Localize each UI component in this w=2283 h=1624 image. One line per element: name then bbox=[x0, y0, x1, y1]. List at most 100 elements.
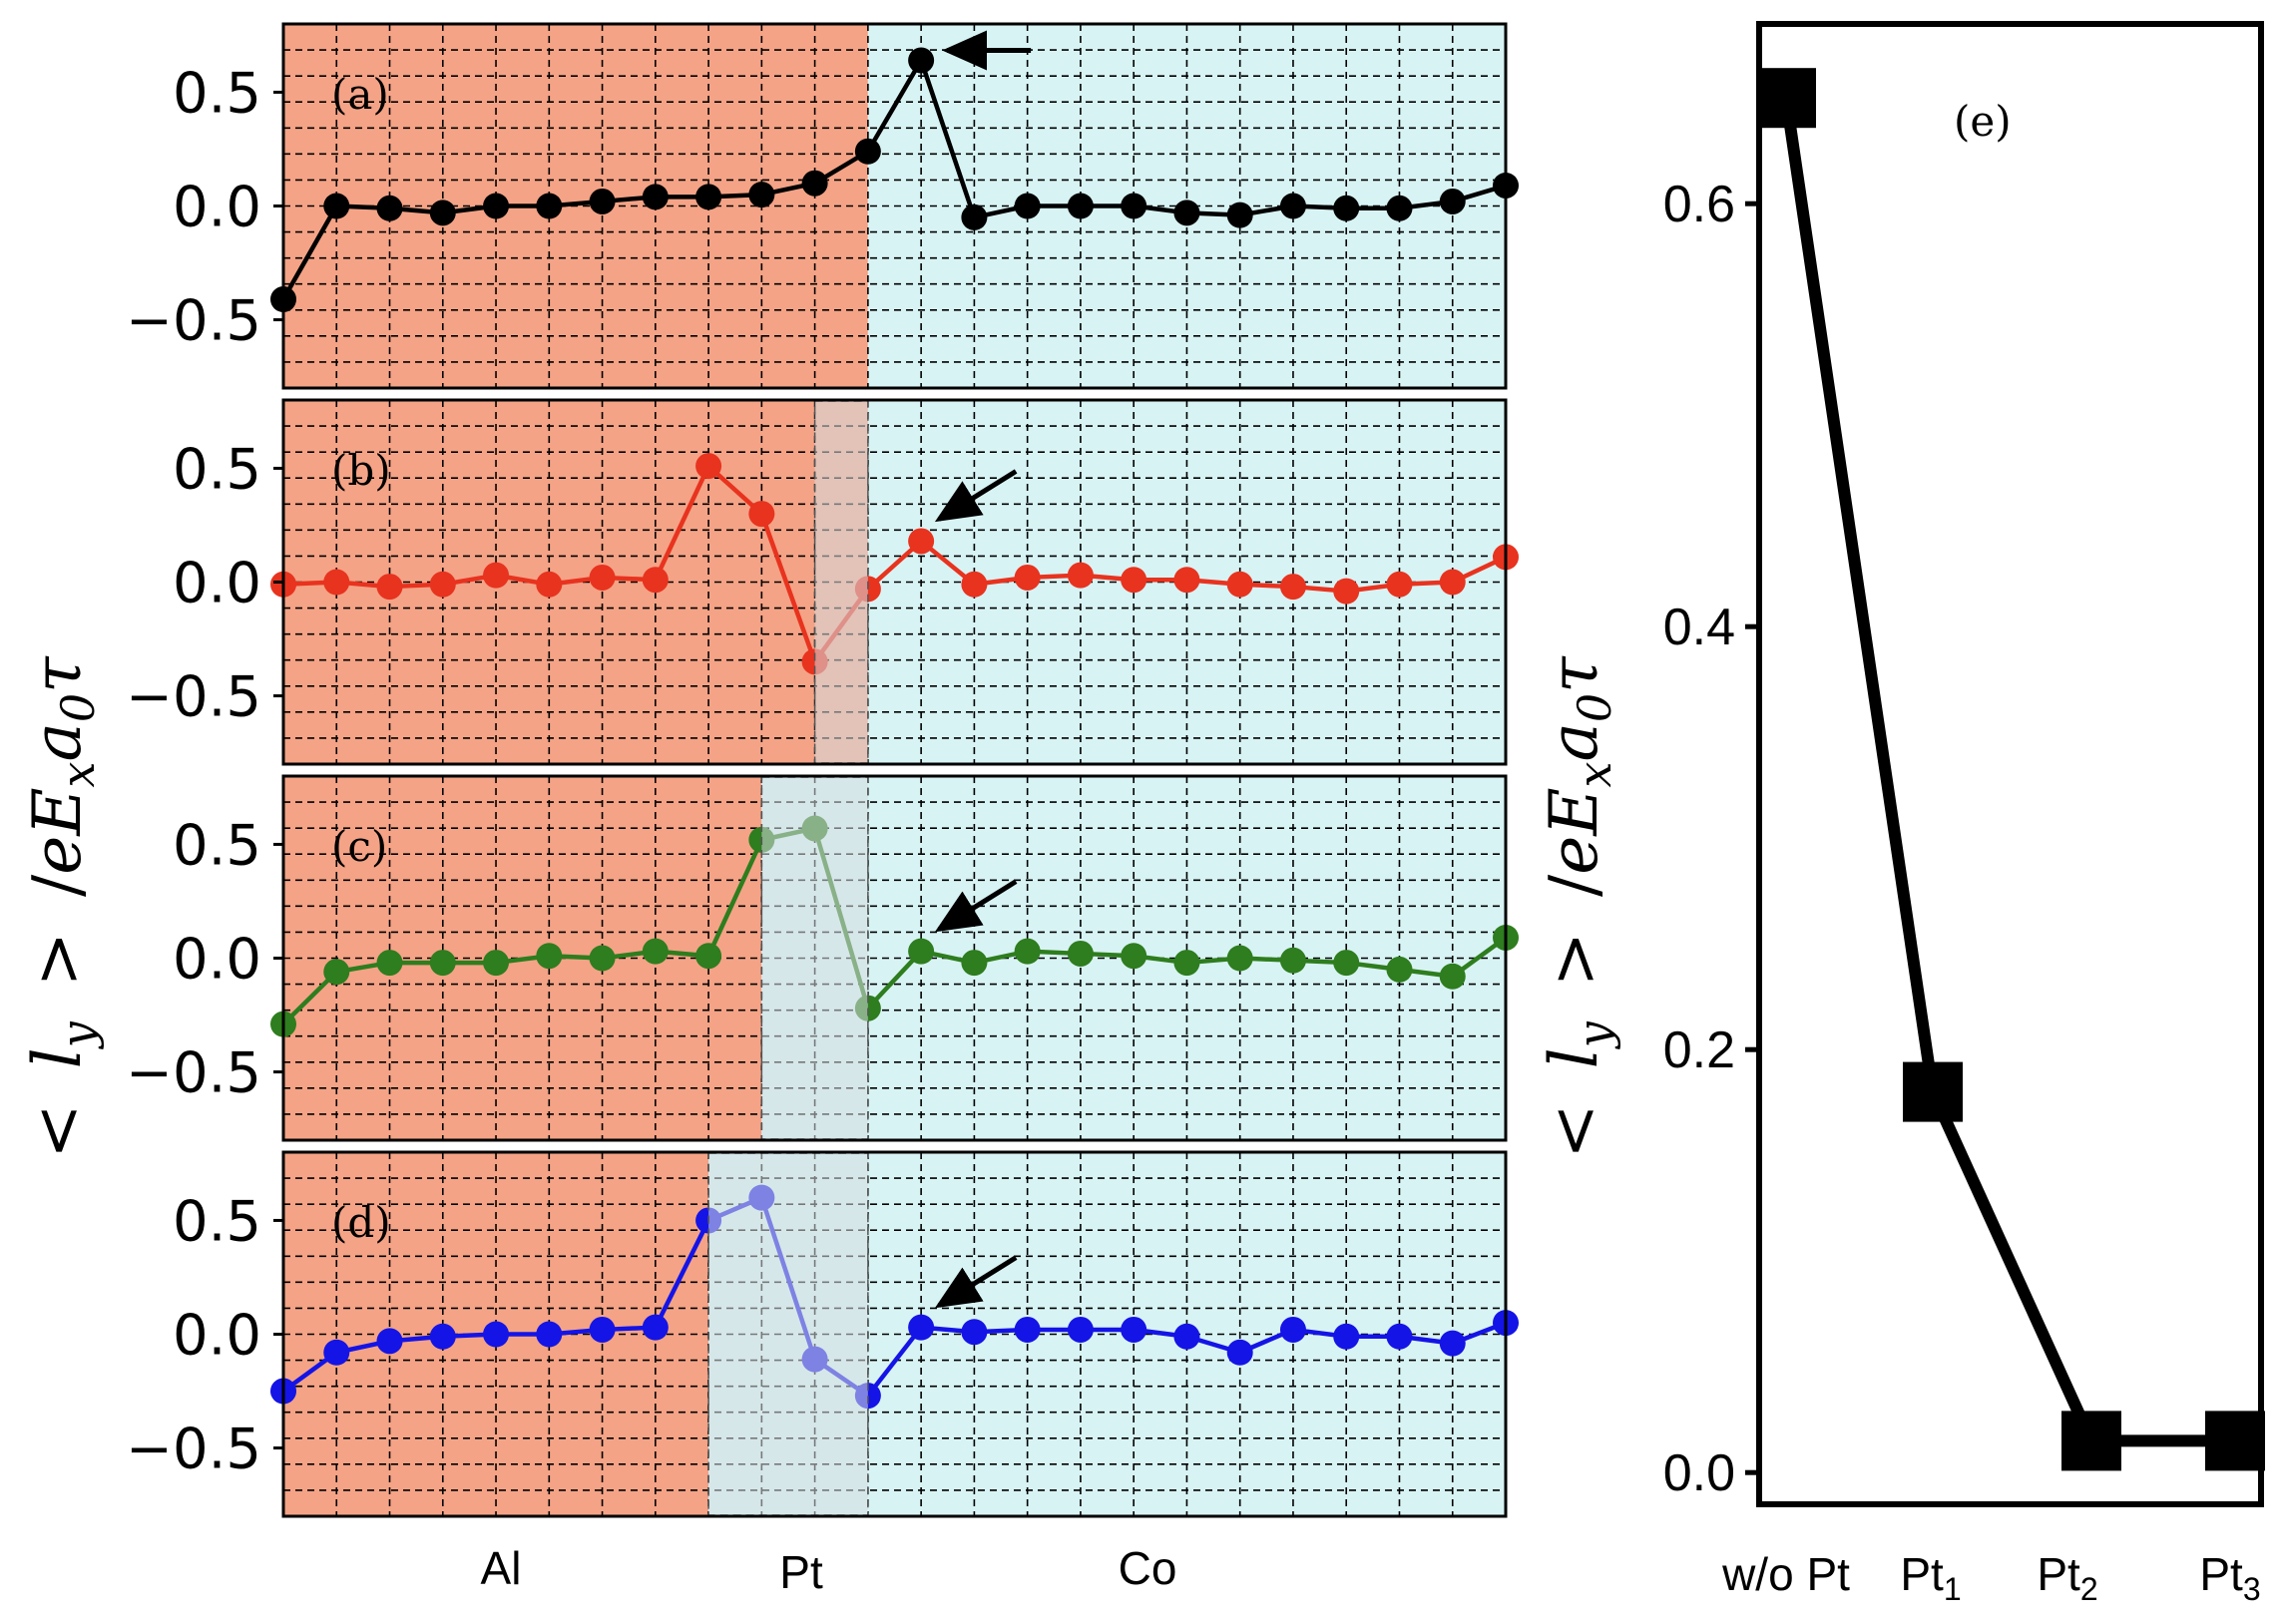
data-point bbox=[1226, 945, 1253, 972]
data-point bbox=[1386, 1323, 1413, 1350]
data-point bbox=[1014, 564, 1041, 591]
data-point-e bbox=[1903, 1061, 1963, 1122]
data-point bbox=[429, 950, 456, 977]
e-xtick-1-base: Pt bbox=[1900, 1548, 1944, 1600]
data-point bbox=[1279, 947, 1306, 974]
svg-text:< ly > /eExa: < ly > /eExa0τ bbox=[19, 655, 110, 1159]
data-point bbox=[429, 1323, 456, 1350]
data-point bbox=[1439, 569, 1466, 596]
ylabel-E: E bbox=[19, 787, 96, 836]
panels-abcd: 0.50.0−0.5(a)0.50.0−0.5(b)0.50.0−0.5(c)0… bbox=[126, 22, 1519, 1518]
data-point bbox=[1439, 1330, 1466, 1357]
data-point bbox=[961, 950, 988, 977]
data-point bbox=[1333, 578, 1360, 605]
ylabel-e-gt: > bbox=[1536, 932, 1612, 987]
e-xtick-2-base: Pt bbox=[2037, 1548, 2080, 1600]
data-point-e bbox=[1756, 68, 1816, 129]
pt-region bbox=[760, 776, 869, 1140]
data-point bbox=[1173, 200, 1200, 226]
ylabel-slash: / bbox=[19, 874, 96, 897]
data-point bbox=[483, 193, 510, 219]
panel-c: 0.5 0.0 −0.5 (c) bbox=[126, 774, 1519, 1142]
data-point bbox=[323, 569, 350, 596]
data-point bbox=[1121, 193, 1147, 219]
data-point bbox=[1386, 571, 1413, 598]
ytick-label: 0.5 bbox=[173, 61, 261, 126]
data-point bbox=[1173, 567, 1200, 594]
data-point bbox=[908, 528, 935, 555]
data-point bbox=[483, 1321, 510, 1348]
arrow-annotation bbox=[934, 469, 1018, 523]
ytick-label: 0.5 bbox=[173, 1189, 261, 1254]
data-point bbox=[801, 170, 828, 197]
panel-d: 0.5 0.0 −0.5 (d) bbox=[126, 1150, 1519, 1518]
data-point bbox=[1226, 1339, 1253, 1366]
data-point bbox=[1014, 1316, 1041, 1343]
data-point bbox=[323, 193, 350, 219]
ylabel-e-sub-0: 0 bbox=[1568, 693, 1621, 722]
ytick-label: 0.5 bbox=[173, 813, 261, 878]
ytick-label: −0.5 bbox=[126, 1041, 261, 1106]
ytick-label-e: 0.6 bbox=[1663, 176, 1735, 233]
ytick-label: 0.5 bbox=[173, 437, 261, 502]
data-point bbox=[1386, 195, 1413, 221]
data-point bbox=[748, 182, 775, 208]
data-point bbox=[961, 1319, 988, 1346]
region-label-co: Co bbox=[1119, 1542, 1177, 1594]
ylabel-e-lt: < bbox=[1536, 1103, 1612, 1158]
pt-region bbox=[707, 1152, 869, 1516]
data-point bbox=[695, 453, 722, 480]
data-point-e bbox=[2061, 1411, 2121, 1471]
data-point bbox=[1121, 943, 1147, 970]
panel-label: (c) bbox=[331, 822, 387, 871]
ylabel-e-tau: τ bbox=[1536, 655, 1612, 693]
ylabel-e-E: E bbox=[1536, 787, 1612, 836]
data-point bbox=[642, 567, 669, 594]
panel-label-e: (e) bbox=[1954, 97, 2012, 146]
panel-label: (d) bbox=[331, 1198, 391, 1247]
data-point bbox=[961, 571, 988, 598]
ylabel-e: e bbox=[19, 836, 96, 875]
data-point bbox=[376, 1328, 403, 1355]
data-point bbox=[1333, 195, 1360, 221]
data-point bbox=[1067, 1316, 1094, 1343]
data-point bbox=[1333, 1323, 1360, 1350]
data-point bbox=[1226, 202, 1253, 228]
data-point bbox=[1226, 571, 1253, 598]
ytick-label: 0.0 bbox=[173, 552, 261, 616]
ytick-label: −0.5 bbox=[126, 1418, 261, 1482]
data-point bbox=[908, 1314, 935, 1341]
ylabel-l: l bbox=[19, 1047, 96, 1068]
data-point bbox=[695, 943, 722, 970]
e-xtick-2: Pt2 bbox=[2037, 1548, 2097, 1607]
region-label-pt: Pt bbox=[779, 1546, 823, 1598]
data-point bbox=[376, 950, 403, 977]
ylabel-e-l: l bbox=[1536, 1047, 1612, 1068]
data-point bbox=[323, 1339, 350, 1366]
ytick-label: 0.0 bbox=[173, 928, 261, 993]
axes-frame-e bbox=[1756, 21, 2264, 1507]
ylabel-sub-y: y bbox=[51, 1020, 105, 1049]
ylabel-gt: > bbox=[19, 932, 96, 987]
data-point bbox=[1279, 574, 1306, 601]
ylabel-e-slash: / bbox=[1536, 874, 1612, 897]
data-point bbox=[1014, 938, 1041, 965]
data-point bbox=[483, 562, 510, 589]
data-point bbox=[1439, 963, 1466, 990]
ytick-label: −0.5 bbox=[126, 665, 261, 730]
data-point bbox=[961, 203, 988, 230]
ytick-label-e: 0.4 bbox=[1663, 599, 1735, 656]
data-point bbox=[1067, 193, 1094, 219]
data-point bbox=[1279, 193, 1306, 219]
data-point bbox=[1014, 193, 1041, 219]
ytick-label: 0.0 bbox=[173, 176, 261, 240]
panel-e-y-axis-label: < ly > /eExa0τ bbox=[1536, 655, 1621, 1159]
data-point bbox=[695, 184, 722, 210]
ylabel-a: a bbox=[19, 722, 96, 761]
e-xtick-3-base: Pt bbox=[2199, 1548, 2243, 1600]
data-point bbox=[908, 938, 935, 965]
main-y-axis-label: < ly > /eExa0τ bbox=[19, 655, 110, 1159]
data-point bbox=[589, 188, 616, 214]
panel-label: (b) bbox=[331, 446, 391, 495]
data-point bbox=[589, 1316, 616, 1343]
